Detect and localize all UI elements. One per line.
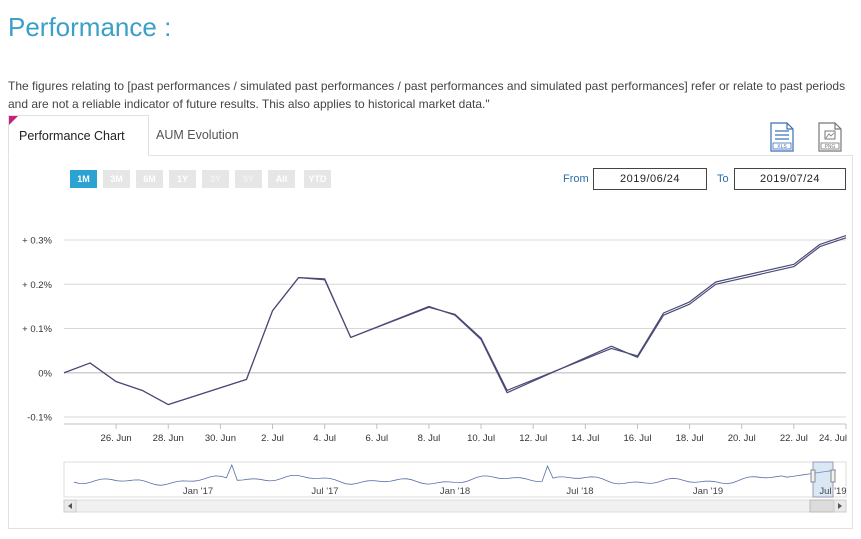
navigator-label: Jan '19 [693, 486, 723, 497]
xls-download-icon[interactable]: XLS [769, 122, 795, 152]
x-tick-label: 2. Jul [261, 433, 284, 444]
x-tick-label: 26. Jun [101, 433, 132, 444]
range-button-1y[interactable]: 1Y [169, 170, 196, 188]
x-tick-label: 16. Jul [623, 433, 651, 444]
navigator-left-handle [810, 469, 816, 483]
page-title: Performance : [8, 12, 172, 42]
series-line-2 [63, 235, 847, 406]
x-tick-label: 12. Jul [519, 433, 547, 444]
navigator-label: Jul '19 [819, 486, 846, 497]
grid-lines [64, 239, 846, 418]
xls-icon-label: XLS [777, 144, 787, 150]
x-axis: 26. Jun 28. Jun 30. Jun 2. Jul 4. Jul 6. Jul 8… [64, 423, 847, 444]
range-button-5y: 5Y [235, 170, 262, 188]
x-tick-label: 24. Jul [819, 433, 847, 444]
y-axis: + 0.3% + 0.2% + 0.1% 0% -0.1% [22, 236, 52, 424]
range-button-3m[interactable]: 3M [103, 170, 130, 188]
y-tick-label: + 0.1% [22, 324, 52, 335]
range-button-1m[interactable]: 1M [70, 170, 97, 188]
navigator-label: Jan '18 [440, 486, 470, 497]
scrollbar-thumb [809, 499, 835, 513]
disclaimer-text: The figures relating to [past performanc… [8, 79, 846, 111]
x-tick-label: 18. Jul [676, 433, 704, 444]
y-tick-label: -0.1% [27, 413, 52, 424]
x-tick-label: 4. Jul [313, 433, 336, 444]
chart-tabs: Performance Chart AUM Evolution [8, 115, 853, 156]
range-button-ytd[interactable]: YTD [304, 170, 331, 188]
navigator-label: Jul '17 [311, 486, 338, 497]
from-label: From [563, 173, 589, 185]
y-tick-label: 0% [38, 368, 52, 379]
chart-panel [8, 155, 853, 529]
series-lines [63, 235, 847, 406]
navigator-series [73, 463, 837, 486]
navigator-scrollbar [63, 499, 847, 513]
range-button-6m[interactable]: 6M [136, 170, 163, 188]
range-button-3y: 3Y [202, 170, 229, 188]
x-tick-label: 30. Jun [205, 433, 236, 444]
y-tick-label: + 0.3% [22, 236, 52, 247]
x-tick-label: 22. Jul [780, 433, 808, 444]
x-tick-label: 10. Jul [467, 433, 495, 444]
navigator[interactable]: Jan '17 Jul '17 Jan '18 Jul '18 Jan '19 Jul '… [63, 461, 847, 513]
x-tick-label: 14. Jul [571, 433, 599, 444]
png-download-icon[interactable]: PNG [817, 122, 843, 152]
navigator-label: Jul '18 [566, 486, 593, 497]
x-tick-label: 20. Jul [728, 433, 756, 444]
tab-performance-chart[interactable]: Performance Chart [8, 115, 149, 156]
tab-aum-evolution[interactable]: AUM Evolution [156, 115, 239, 156]
range-button-all[interactable]: All [268, 170, 295, 188]
tab-label: AUM Evolution [156, 128, 239, 142]
from-date-input[interactable]: 2019/06/24 [593, 168, 707, 190]
navigator-right-handle [830, 469, 836, 483]
scroll-left-arrow-icon [68, 503, 72, 509]
active-tab-marker [9, 116, 18, 125]
series-line-1 [63, 237, 847, 406]
x-tick-label: 28. Jun [153, 433, 184, 444]
navigator-frame [63, 461, 847, 498]
tab-label: Performance Chart [19, 129, 125, 143]
scroll-right-arrow-icon [838, 503, 842, 509]
to-label: To [717, 173, 729, 185]
x-tick-label: 8. Jul [418, 433, 441, 444]
navigator-label: Jan '17 [183, 486, 213, 497]
png-icon-label: PNG [825, 144, 836, 150]
y-tick-label: + 0.2% [22, 280, 52, 291]
to-date-input[interactable]: 2019/07/24 [734, 168, 846, 190]
x-tick-label: 6. Jul [365, 433, 388, 444]
